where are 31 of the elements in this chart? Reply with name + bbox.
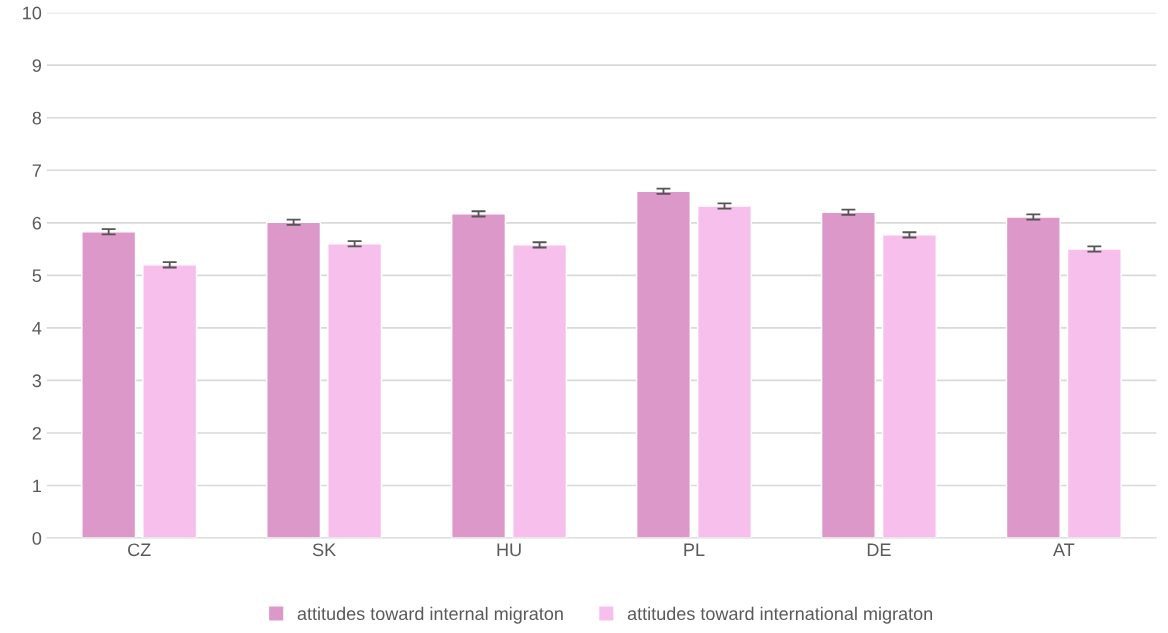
- y-tick-label: 10: [23, 6, 42, 20]
- x-tick-label: HU: [497, 543, 521, 557]
- y-tick-label: 0: [32, 531, 42, 545]
- x-tick-label: SK: [312, 543, 336, 557]
- legend-label: attitudes toward internal migraton: [297, 606, 563, 624]
- y-tick-label: 1: [33, 479, 41, 493]
- bar: [81, 231, 137, 539]
- bar: [635, 190, 691, 539]
- bar: [696, 205, 753, 539]
- y-tick-label: 7: [32, 164, 41, 177]
- x-tick-label: CZ: [128, 543, 151, 557]
- y-tick-label: 3: [32, 374, 42, 388]
- bar: [1005, 216, 1061, 539]
- bar: [327, 243, 383, 539]
- bar: [512, 244, 568, 539]
- bar: [881, 234, 937, 539]
- y-tick-label: 6: [32, 216, 42, 230]
- legend-label: attitudes toward international migraton: [627, 606, 933, 624]
- x-tick-label: DE: [867, 543, 891, 556]
- y-tick-label: 5: [32, 269, 42, 283]
- x-tick-label: AT: [1053, 543, 1075, 556]
- bar: [1066, 248, 1122, 539]
- y-tick-label: 2: [32, 426, 41, 440]
- y-tick-label: 8: [32, 111, 42, 125]
- y-tick-label: 9: [32, 59, 41, 72]
- bar: [142, 264, 198, 539]
- bar: [451, 213, 507, 539]
- bar: [266, 221, 322, 539]
- x-tick-label: PL: [684, 543, 705, 556]
- y-tick-label: 4: [32, 322, 42, 335]
- bar: [820, 211, 876, 539]
